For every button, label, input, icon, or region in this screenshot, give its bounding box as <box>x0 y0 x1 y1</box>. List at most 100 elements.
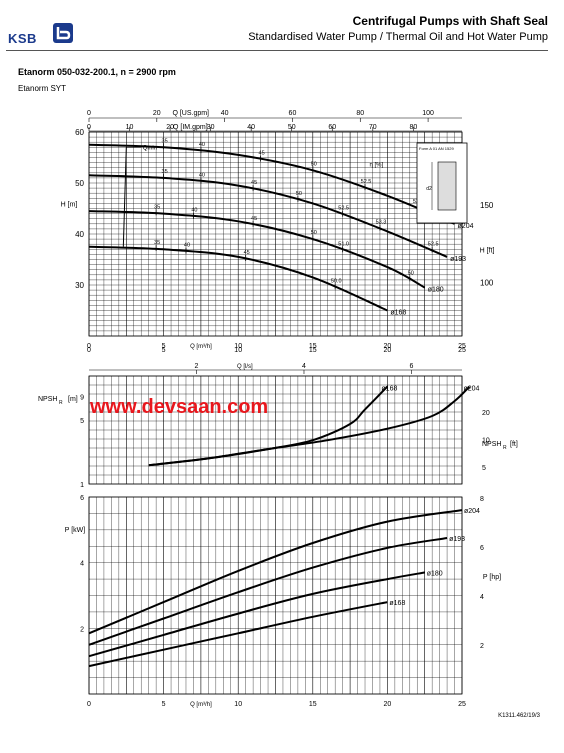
power-x-tick-label: 20 <box>384 701 392 708</box>
power-x-axis-title: Q [m³/h] <box>190 702 212 708</box>
us-gpm-axis-title: Q [US.gpm] <box>172 110 209 117</box>
npsh-y2-tick-label: 5 <box>482 465 486 472</box>
efficiency-label: 40 <box>199 173 205 179</box>
efficiency-label: 51.0 <box>338 241 349 247</box>
efficiency-label: 52.5 <box>428 242 439 248</box>
npsh-y2-tick-label: 20 <box>482 410 490 417</box>
power-curve-label-ø180: ø180 <box>427 571 443 578</box>
us-gpm-tick-label: 80 <box>356 110 364 117</box>
power-curve-label-ø204: ø204 <box>464 508 480 515</box>
head-x-tick-label: 0 <box>87 343 91 350</box>
npsh-m3h-tick-label: 10 <box>234 347 242 354</box>
efficiency-axis-title: η [%] <box>369 163 383 169</box>
power-x-tick-label: 15 <box>309 701 317 708</box>
efficiency-label: 40 <box>191 208 197 214</box>
head-y2-axis-title: H [ft] <box>480 247 495 254</box>
ls-tick-label: 2 <box>195 363 199 370</box>
npsh-m3h-tick-label: 0 <box>87 347 91 354</box>
head-x-tick-label: 15 <box>309 343 317 350</box>
model-series: Etanorm SYT <box>18 84 67 93</box>
ksb-logo-icon <box>53 23 73 43</box>
npsh-curve-ø204 <box>148 385 471 467</box>
impeller-inset: Form A 01 AN 1529 d2 <box>416 142 468 224</box>
power-grid <box>88 496 463 695</box>
im-gpm-tick-label: 70 <box>369 124 377 131</box>
figure-reference: K1311.462/19/3 <box>498 713 540 719</box>
efficiency-label: 45 <box>251 216 257 222</box>
head-y-tick-label: 50 <box>75 179 84 188</box>
ls-axis-title: Q [l/s] <box>237 364 253 370</box>
power-y2-tick-label: 4 <box>480 594 484 601</box>
npsh-y2-axis-unit: [ft] <box>510 441 518 448</box>
efficiency-label: 50 <box>311 161 317 167</box>
power-x-tick-label: 25 <box>458 701 466 708</box>
npsh-grid <box>88 375 463 485</box>
head-curve-ø193 <box>88 174 448 258</box>
efficiency-label: 50 <box>296 191 302 197</box>
im-gpm-tick-label: 60 <box>328 124 336 131</box>
head-grid-frame <box>88 131 463 337</box>
npsh-m3h-tick-label: 15 <box>309 347 317 354</box>
us-gpm-tick-label: 20 <box>153 110 161 117</box>
npsh-m3h-tick-label: 5 <box>162 347 166 354</box>
head-curve-label-ø180: ø180 <box>428 287 444 294</box>
efficiency-label: 50 <box>311 230 317 236</box>
head-curve-ø180 <box>88 210 426 289</box>
power-curve-label-ø193: ø193 <box>449 536 465 543</box>
power-y2-tick-label: 6 <box>480 545 484 552</box>
head-y2-tick-label: 150 <box>480 201 494 210</box>
power-x-tick-label: 0 <box>87 701 91 708</box>
npsh-y2-axis-title: NPSH <box>482 441 501 448</box>
im-gpm-tick-label: 30 <box>207 124 215 131</box>
header-title: Centrifugal Pumps with Shaft Seal <box>352 14 548 28</box>
head-x-tick-label: 5 <box>162 343 166 350</box>
npsh-y-tick-label: 5 <box>80 418 84 425</box>
im-gpm-axis-title: Q [IM.gpm] <box>173 124 208 131</box>
power-y2-tick-label: 8 <box>480 496 484 503</box>
power-grid-frame <box>88 496 463 695</box>
npsh-y2-tick-label: 10 <box>482 438 490 445</box>
us-gpm-tick-label: 100 <box>422 110 434 117</box>
ls-tick-label: 4 <box>302 363 306 370</box>
efficiency-label: 45 <box>244 250 250 256</box>
efficiency-label: 52.5 <box>338 206 349 212</box>
power-curve-ø180 <box>88 571 425 658</box>
npsh-y-tick-label: 9 <box>80 394 84 401</box>
head-y-tick-label: 60 <box>75 128 84 137</box>
power-curve-ø193 <box>88 537 448 646</box>
efficiency-label: 52.5 <box>361 179 372 185</box>
inset-d2-label: d2 <box>426 186 432 192</box>
npsh-y-axis-title: NPSH <box>38 396 57 403</box>
npsh-curve-label-ø168: ø168 <box>381 386 397 393</box>
head-x-tick-label: 10 <box>234 343 242 350</box>
qmin-line <box>122 147 127 247</box>
us-gpm-tick-label: 0 <box>87 110 91 117</box>
npsh-y-tick-label: 1 <box>80 482 84 489</box>
efficiency-label: 53.3 <box>376 220 387 226</box>
us-gpm-tick-label: 60 <box>289 110 297 117</box>
npsh-m3h-tick-label: 20 <box>384 347 392 354</box>
im-gpm-tick-label: 80 <box>409 124 417 131</box>
im-gpm-tick-label: 10 <box>126 124 134 131</box>
head-curve-ø168 <box>88 245 388 312</box>
efficiency-label: 35 <box>154 204 160 210</box>
power-y-tick-label: 2 <box>80 626 84 633</box>
efficiency-label: 35 <box>154 240 160 246</box>
power-y-axis-title: P [kW] <box>65 527 86 534</box>
im-gpm-tick-label: 40 <box>247 124 255 131</box>
header-divider <box>6 50 548 51</box>
head-curve-ø204 <box>88 143 455 225</box>
npsh-grid-frame <box>88 375 463 485</box>
efficiency-label: 45 <box>259 151 265 157</box>
head-x-axis-title: Q [m³/h] <box>190 344 212 350</box>
inset-impeller <box>437 161 457 211</box>
npsh-m3h-tick-label: 25 <box>458 347 466 354</box>
efficiency-label: 50.0 <box>331 278 342 284</box>
brand-name: KSB <box>8 31 37 46</box>
head-y2-tick-label: 100 <box>480 279 494 288</box>
power-y-tick-label: 6 <box>80 495 84 502</box>
us-gpm-tick-label: 40 <box>221 110 229 117</box>
npsh-y-axis-unit: [m] <box>68 396 78 403</box>
head-grid <box>88 131 463 337</box>
